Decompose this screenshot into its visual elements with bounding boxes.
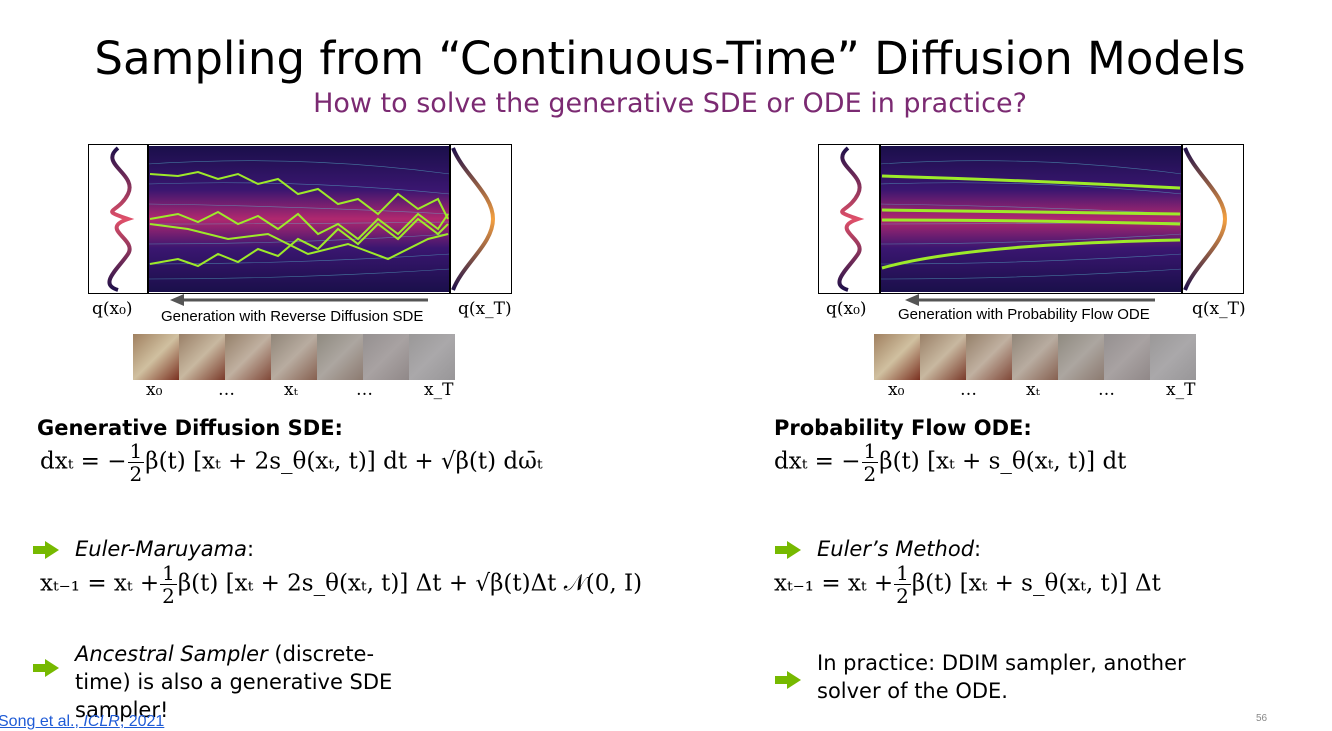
- strip-label: …: [218, 380, 235, 400]
- sde-field: [148, 146, 450, 292]
- ode-heading: Probability Flow ODE:: [774, 416, 1032, 440]
- ancestral-sampler-text: Ancestral Sampler (discrete-time) is als…: [75, 642, 393, 722]
- image-thumb: [1104, 334, 1150, 380]
- image-thumb: [1058, 334, 1104, 380]
- q-xT-label: q(x_T): [458, 299, 512, 319]
- euler-method-label: Euler’s Method:: [817, 537, 982, 561]
- image-thumb: [1012, 334, 1058, 380]
- sde-image-strip: [133, 334, 455, 380]
- image-thumb: [1150, 334, 1196, 380]
- green-arrow-icon: [33, 659, 59, 677]
- prior-distribution-curve: [1183, 147, 1228, 291]
- image-thumb: [179, 334, 225, 380]
- strip-label: …: [1098, 380, 1115, 400]
- strip-label: xₜ: [1026, 380, 1040, 400]
- image-thumb: [409, 334, 455, 380]
- euler-method-equation: xₜ₋₁ = xₜ +1 2 β(t) [xₜ + s_θ(xₜ, t)] Δt: [774, 561, 1161, 608]
- strip-label: …: [960, 380, 977, 400]
- sde-equation: dxₜ = −1 2 β(t) [xₜ + 2s_θ(xₜ, t)] dt + √β…: [40, 439, 543, 486]
- ddim-text: In practice: DDIM sampler, another solve…: [817, 651, 1186, 703]
- green-arrow-icon: [775, 541, 801, 559]
- image-thumb: [133, 334, 179, 380]
- slide-subtitle: How to solve the generative SDE or ODE i…: [313, 88, 1027, 119]
- ode-equation: dxₜ = −1 2 β(t) [xₜ + s_θ(xₜ, t)] dt: [774, 439, 1127, 486]
- euler-maruyama-equation: xₜ₋₁ = xₜ +1 2 β(t) [xₜ + 2s_θ(xₜ, t)] Δt …: [40, 561, 643, 608]
- ode-figure: [817, 143, 1245, 299]
- image-thumb: [271, 334, 317, 380]
- strip-label: xₜ: [284, 380, 298, 400]
- strip-label: …: [356, 380, 373, 400]
- green-arrow-icon: [775, 671, 801, 689]
- sde-figure: [87, 143, 513, 299]
- q-xT-label: q(x_T): [1192, 299, 1246, 319]
- sde-caption: Generation with Reverse Diffusion SDE: [161, 308, 424, 325]
- reference-link[interactable]: Song et al., ICLR, 2021: [0, 713, 165, 730]
- image-thumb: [225, 334, 271, 380]
- data-distribution-curve: [107, 146, 135, 292]
- euler-maruyama-label: Euler-Maruyama:: [75, 537, 255, 561]
- data-distribution-curve: [837, 146, 865, 292]
- strip-label: x_T: [424, 380, 454, 400]
- image-thumb: [363, 334, 409, 380]
- strip-label: x₀: [146, 380, 163, 400]
- ode-caption: Generation with Probability Flow ODE: [898, 306, 1150, 323]
- generation-arrow: [170, 294, 428, 306]
- strip-label: x₀: [888, 380, 905, 400]
- image-thumb: [874, 334, 920, 380]
- image-thumb: [317, 334, 363, 380]
- image-thumb: [920, 334, 966, 380]
- ode-trajectories: [881, 174, 1181, 270]
- prior-distribution-curve: [451, 147, 496, 291]
- ode-image-strip: [874, 334, 1196, 380]
- slide-title: Sampling from “Continuous-Time” Diffusio…: [94, 32, 1246, 85]
- image-thumb: [966, 334, 1012, 380]
- strip-label: x_T: [1166, 380, 1196, 400]
- sde-trajectories: [149, 170, 449, 268]
- q-x0-label: q(x₀): [826, 299, 867, 319]
- q-x0-label: q(x₀): [92, 299, 133, 319]
- sde-heading: Generative Diffusion SDE:: [37, 416, 343, 440]
- page-number: 56: [1256, 713, 1268, 724]
- green-arrow-icon: [33, 541, 59, 559]
- generation-arrow: [905, 294, 1155, 306]
